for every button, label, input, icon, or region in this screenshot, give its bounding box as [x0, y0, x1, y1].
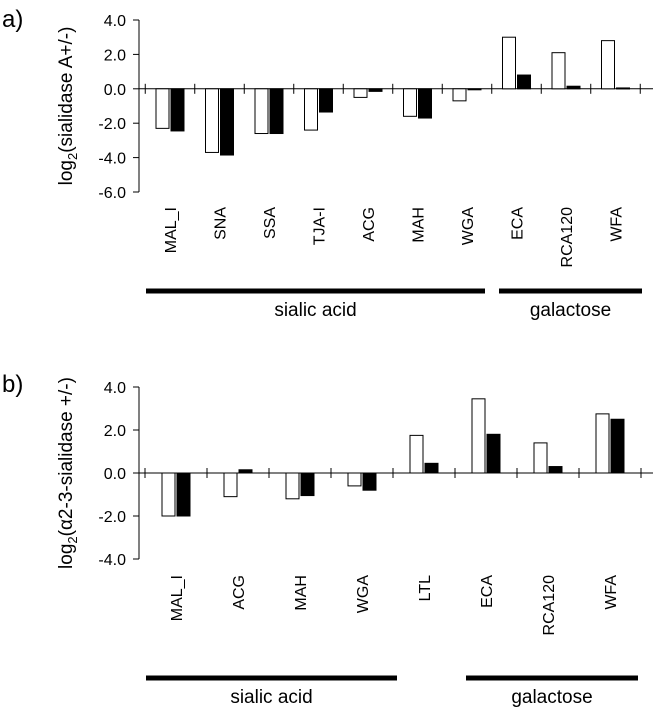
panel-b-category-label: WGA: [355, 575, 372, 614]
panel-b-label: b): [2, 371, 23, 398]
panel-a-bar-wga-filled: [467, 88, 482, 91]
panel-a-y-tick-label: 4.0: [104, 13, 126, 30]
panel-a-category-label: RCA120: [559, 207, 576, 268]
panel-a-y-tick-label: -4.0: [98, 151, 126, 168]
panel-a-bar-rca120-open: [551, 52, 566, 90]
panel-a-bar-wfa-open: [601, 40, 615, 90]
panel-b-bar-mah-filled: [300, 472, 315, 497]
panel-a-category-label: MAH: [411, 207, 428, 243]
panel-a-bar-sna-open: [205, 88, 219, 153]
panel-a-category-label: SSA: [262, 207, 279, 239]
panel-a-label: a): [2, 6, 23, 33]
panel-b-category-label: ACG: [231, 575, 248, 610]
panel-a-bar-mal-i-open: [155, 88, 170, 129]
panel-b-y-tick-label: 4.0: [104, 380, 126, 397]
panel-a-y-tick-label: -2.0: [98, 116, 126, 133]
panel-b-bar-mah-open: [285, 472, 300, 500]
panel-b-bar-mal-i-filled: [176, 472, 191, 517]
panel-b-bar-ltl-open: [409, 434, 424, 474]
panel-b-bar-acg-open: [223, 472, 238, 498]
panel-a-bar-mah-filled: [418, 88, 432, 119]
panel-a-y-axis-label: log2(sialidase A+/-): [56, 27, 80, 186]
panel-a-bar-eca-filled: [517, 74, 531, 90]
panel-a-category-label: SNA: [213, 207, 230, 240]
panel-a-bar-rca120-filled: [566, 85, 581, 90]
panel-b-bar-wfa-open: [595, 413, 610, 474]
panel-a-bar-wga-open: [452, 88, 467, 102]
panel-b-bar-wga-open: [347, 472, 362, 487]
panel-a-category-label: WFA: [609, 207, 626, 242]
panel-b-category-label: LTL: [417, 575, 434, 601]
panel-a-bar-eca-open: [502, 36, 516, 90]
panel-a-y-tick-label: 2.0: [104, 47, 126, 64]
panel-a-category-label: ECA: [510, 207, 527, 240]
panel-b-bar-ltl-filled: [424, 462, 439, 474]
panel-a-group-label: sialic acid: [274, 300, 356, 321]
panel-a-group-bar-galactose: [499, 288, 642, 294]
panel-b-bar-rca120-filled: [548, 466, 563, 474]
panel-a-bar-tja-i-open: [304, 88, 318, 131]
panel-a-bar-acg-open: [353, 88, 368, 98]
panel-b-y-tick-label: -2.0: [98, 509, 126, 526]
panel-b-category-label: WFA: [603, 575, 620, 610]
panel-b-y-tick-label: -4.0: [98, 552, 126, 569]
panel-b-category-label: MAL_I: [169, 575, 186, 621]
panel-a-bar-mal-i-filled: [170, 88, 185, 132]
panel-b-category-label: ECA: [479, 575, 496, 608]
panel-b-group-label: sialic acid: [230, 687, 312, 708]
panel-b-bar-eca-open: [471, 398, 486, 474]
panel-b-group-bar-galactose: [466, 675, 638, 681]
panel-b-bar-eca-filled: [486, 433, 501, 474]
panel-a-bar-tja-i-filled: [319, 88, 333, 113]
panel-a-bar-sna-filled: [220, 88, 234, 156]
panel-a-group-bar-sialic-acid: [146, 288, 485, 294]
panel-a-bar-wfa-filled: [616, 87, 630, 90]
panel-b-group-bar-sialic-acid: [146, 675, 397, 681]
panel-b-group-label: galactose: [511, 687, 592, 708]
panel-b-bar-acg-filled: [238, 469, 253, 474]
panel-b-y-tick-label: 2.0: [104, 423, 126, 440]
panel-b-category-label: MAH: [293, 575, 310, 611]
panel-a-bar-ssa-filled: [269, 88, 284, 135]
panel-b-bar-wga-filled: [362, 472, 377, 491]
panel-a-group-label: galactose: [530, 300, 611, 321]
panel-b-bar-mal-i-open: [161, 472, 176, 517]
panel-a-y-tick-label: -6.0: [98, 185, 126, 202]
panel-b-bar-wfa-filled: [610, 418, 625, 474]
panel-a-category-label: WGA: [460, 207, 477, 246]
panel-b-category-label: RCA120: [541, 575, 558, 636]
panel-a-category-label: TJA-I: [312, 207, 329, 245]
panel-a-bar-acg-filled: [368, 88, 383, 92]
panel-b-y-tick-label: 0.0: [104, 466, 126, 483]
panel-b-y-axis-label: log2(α2-3-sialidase +/-): [56, 377, 80, 569]
panel-b-bar-rca120-open: [533, 442, 548, 474]
panel-a-y-tick-label: 0.0: [104, 82, 126, 99]
panel-a-bar-mah-open: [403, 88, 417, 117]
panel-a-category-label: ACG: [361, 207, 378, 242]
panel-a-category-label: MAL_I: [163, 207, 180, 253]
panel-a-bar-ssa-open: [254, 88, 269, 135]
